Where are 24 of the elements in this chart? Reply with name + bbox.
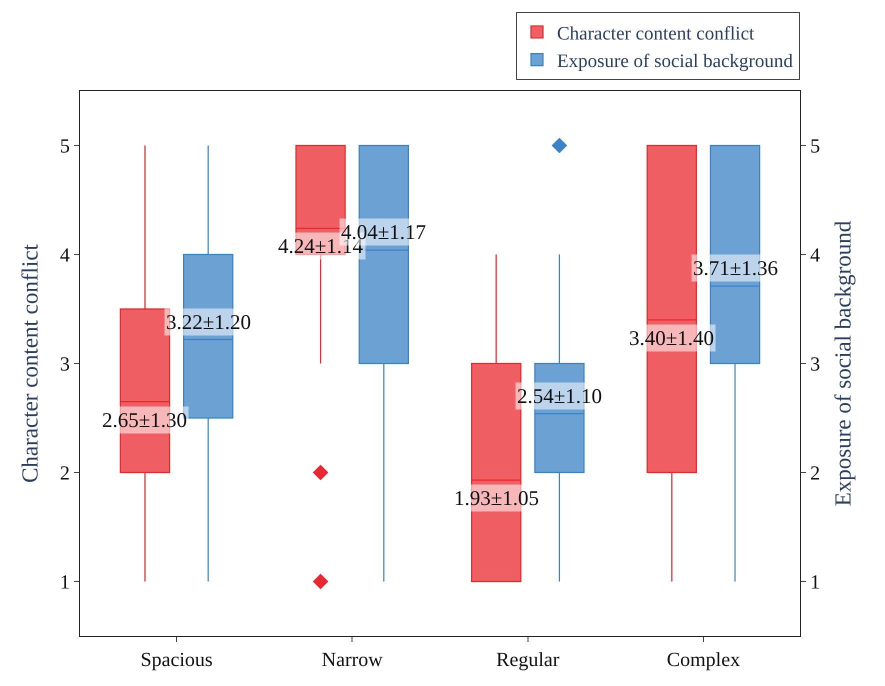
x-tick-label: Complex	[666, 649, 740, 672]
y-axis-title: Character content conflict	[17, 243, 42, 483]
annotation: 3.40±1.40	[629, 326, 714, 350]
x-tick-label: Regular	[496, 649, 560, 672]
annotation: 3.71±1.36	[693, 256, 778, 280]
y-tick-label: 3	[60, 354, 70, 376]
legend-label: Character content conflict	[557, 23, 756, 44]
y2-tick-label: 5	[810, 136, 820, 158]
annotation: 2.65±1.30	[102, 408, 188, 432]
y-tick-label: 4	[60, 244, 70, 266]
x-tick-label: Narrow	[322, 649, 384, 672]
legend-label: Exposure of social background	[557, 51, 794, 72]
annotation: 1.93±1.05	[454, 486, 540, 510]
y2-tick-label: 1	[810, 572, 820, 594]
y-tick-label: 1	[60, 572, 70, 594]
y2-axis-title: Exposure of social background	[830, 220, 856, 506]
x-tick-label: Spacious	[140, 649, 213, 672]
y2-tick-label: 4	[810, 244, 820, 266]
y-tick-label: 5	[60, 136, 70, 158]
annotation: 3.22±1.20	[166, 310, 252, 334]
annotation: 2.54±1.10	[517, 384, 602, 408]
y-tick-label: 2	[60, 462, 70, 484]
y2-tick-label: 3	[810, 354, 820, 376]
y2-tick-label: 2	[810, 462, 820, 484]
